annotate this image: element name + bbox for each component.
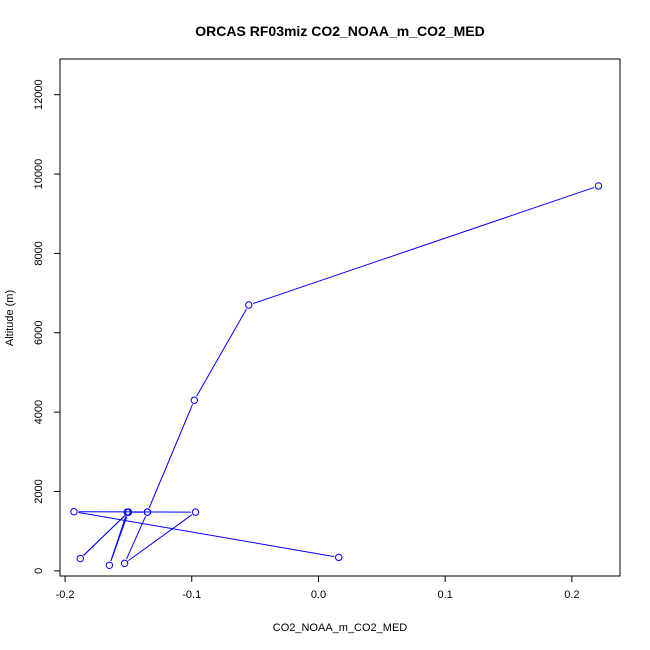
x-axis: -0.2 -0.1 0.0 0.1 0.2 bbox=[56, 575, 580, 601]
series-line-segment bbox=[128, 514, 193, 562]
data-point bbox=[143, 508, 152, 516]
series-line-segment bbox=[252, 186, 595, 304]
y-axis-label: Altitude (m) bbox=[4, 290, 16, 346]
y-tick-label: 12000 bbox=[33, 79, 45, 110]
series-line-segment bbox=[83, 514, 126, 556]
data-point bbox=[76, 554, 84, 563]
data-point bbox=[124, 508, 133, 516]
x-tick-label: 0.0 bbox=[311, 589, 326, 601]
series-line-segment bbox=[110, 516, 128, 562]
y-tick-label: 4000 bbox=[33, 400, 45, 424]
data-point bbox=[335, 553, 343, 562]
x-tick-label: 0.2 bbox=[564, 589, 579, 601]
data-point bbox=[105, 561, 114, 569]
y-tick-label: 8000 bbox=[33, 241, 45, 265]
x-tick-label: -0.1 bbox=[182, 589, 201, 601]
series-layer bbox=[70, 182, 603, 569]
data-point bbox=[120, 559, 129, 568]
data-point bbox=[191, 508, 200, 516]
series-line-segment bbox=[196, 308, 247, 397]
data-point bbox=[594, 182, 603, 190]
data-point bbox=[70, 508, 78, 516]
y-tick-label: 2000 bbox=[33, 479, 45, 503]
series-line-segment bbox=[78, 512, 335, 558]
y-axis: 0 2000 4000 6000 8000 10000 12000 bbox=[33, 79, 61, 574]
data-point bbox=[245, 301, 253, 309]
x-axis-label: CO2_NOAA_m_CO2_MED bbox=[273, 622, 408, 634]
series-line-segment bbox=[148, 404, 193, 509]
data-point bbox=[190, 396, 198, 404]
x-tick-label: 0.1 bbox=[438, 589, 453, 601]
x-tick-label: -0.2 bbox=[56, 589, 75, 601]
y-tick-label: 10000 bbox=[33, 159, 45, 190]
y-tick-label: 6000 bbox=[33, 321, 45, 345]
y-tick-label: 0 bbox=[33, 568, 45, 574]
chart-title: ORCAS RF03miz CO2_NOAA_m_CO2_MED bbox=[195, 23, 484, 39]
